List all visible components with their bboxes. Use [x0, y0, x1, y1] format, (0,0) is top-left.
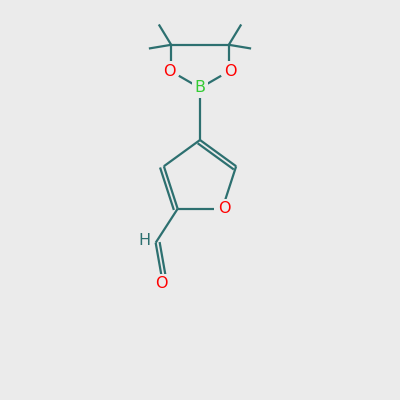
Text: H: H	[138, 233, 150, 248]
Text: B: B	[194, 80, 206, 96]
Text: O: O	[224, 64, 237, 79]
Text: O: O	[218, 201, 230, 216]
Text: O: O	[163, 64, 176, 79]
Text: O: O	[156, 276, 168, 292]
